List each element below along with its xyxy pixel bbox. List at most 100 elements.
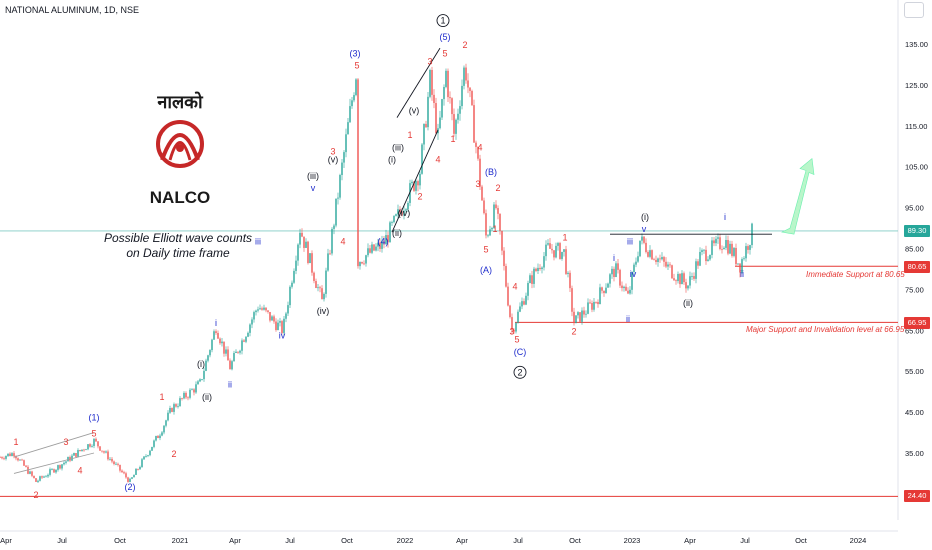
candle-body xyxy=(15,456,17,459)
candle-body xyxy=(115,463,117,465)
candle-body xyxy=(89,444,91,447)
candle-body xyxy=(305,241,307,248)
candle-body xyxy=(697,261,699,266)
candle-body xyxy=(737,263,739,265)
wave-label: 2 xyxy=(571,326,576,336)
candle-body xyxy=(555,245,557,258)
wave-label: iii xyxy=(627,236,633,246)
candle-body xyxy=(483,200,485,214)
candle-body xyxy=(617,263,619,270)
candle-body xyxy=(445,70,447,87)
candle-body xyxy=(265,307,267,311)
candle-body xyxy=(127,477,129,482)
candle-body xyxy=(179,398,181,407)
candle-body xyxy=(715,238,717,244)
candle-body xyxy=(325,270,327,294)
candle-body xyxy=(149,450,151,456)
candle-body xyxy=(103,451,105,453)
candle-body xyxy=(359,261,361,267)
wave-circle xyxy=(436,14,450,27)
y-tick-label: 45.00 xyxy=(905,408,924,417)
candle-body xyxy=(171,407,173,412)
candle-body xyxy=(275,321,277,331)
candle-body xyxy=(351,100,353,107)
x-tick-label: Oct xyxy=(569,536,582,545)
candle-body xyxy=(589,302,591,304)
candle-body xyxy=(665,261,667,267)
chart-annotation: Possible Elliott wave counts on Daily ti… xyxy=(98,231,258,261)
candle-body xyxy=(21,459,23,461)
candle-body xyxy=(87,444,89,450)
candle-body xyxy=(83,449,85,451)
candle-body xyxy=(725,240,727,248)
candle-body xyxy=(261,308,263,310)
wave-label: (ii) xyxy=(202,392,212,402)
candle-body xyxy=(217,332,219,339)
y-tick-label: 85.00 xyxy=(905,245,924,254)
candle-body xyxy=(497,208,499,214)
wave-label: i xyxy=(215,318,217,328)
candle-body xyxy=(101,450,103,452)
candle-body xyxy=(571,288,573,312)
candle-body xyxy=(637,256,639,262)
candle-body xyxy=(193,389,195,393)
candle-body xyxy=(461,85,463,107)
candle-body xyxy=(403,210,405,216)
candle-body xyxy=(317,287,319,289)
annotation-line-1: Possible Elliott wave counts xyxy=(103,231,253,245)
wave-label: 2 xyxy=(462,40,467,50)
candle-body xyxy=(583,310,585,315)
wave-label: 5 xyxy=(514,335,519,345)
current-price-label: 89.30 xyxy=(904,225,930,237)
x-tick-label: Jul xyxy=(57,536,67,545)
nalco-logo: नालको NALCO xyxy=(148,90,212,210)
candle-body xyxy=(177,406,179,407)
candle-body xyxy=(285,313,287,319)
candle-body xyxy=(239,350,241,353)
candle-body xyxy=(531,275,533,284)
candle-body xyxy=(229,360,231,370)
screenshot-button[interactable] xyxy=(904,2,924,18)
candle-body xyxy=(605,287,607,294)
candle-body xyxy=(133,474,135,478)
candle-body xyxy=(29,471,31,474)
candle-body xyxy=(63,462,65,465)
candle-body xyxy=(249,324,251,333)
candle-body xyxy=(57,465,59,470)
candle-body xyxy=(563,249,565,252)
candle-body xyxy=(613,268,615,278)
candle-body xyxy=(405,209,407,211)
candle-body xyxy=(119,464,121,471)
wave-label: (iii) xyxy=(392,142,404,152)
candle-body xyxy=(545,244,547,257)
x-tick-label: Apr xyxy=(456,536,468,545)
candle-body xyxy=(235,351,237,354)
candle-body xyxy=(495,204,497,209)
candle-body xyxy=(175,404,177,407)
candle-body xyxy=(287,305,289,314)
y-tick-label: 75.00 xyxy=(905,285,924,294)
wave-label: (C) xyxy=(514,347,527,357)
candle-body xyxy=(487,235,489,237)
candle-body xyxy=(227,349,229,361)
candle-body xyxy=(167,412,169,421)
major-support-price-label: 66.95 xyxy=(904,317,930,329)
candle-body xyxy=(345,134,347,153)
candle-body xyxy=(647,252,649,257)
candle-body xyxy=(131,477,133,479)
candle-body xyxy=(337,197,339,199)
candle-body xyxy=(253,312,255,320)
candle-body xyxy=(653,259,655,261)
candle-body xyxy=(543,256,545,268)
candle-body xyxy=(271,316,273,321)
candle-body xyxy=(105,451,107,453)
candle-body xyxy=(469,87,471,91)
y-tick-label: 65.00 xyxy=(905,326,924,335)
candle-body xyxy=(157,435,159,439)
candle-body xyxy=(577,312,579,316)
candle-body xyxy=(37,480,39,482)
candle-body xyxy=(619,269,621,286)
candle-body xyxy=(123,472,125,474)
candle-body xyxy=(27,466,29,474)
y-tick-label: 135.00 xyxy=(905,40,928,49)
